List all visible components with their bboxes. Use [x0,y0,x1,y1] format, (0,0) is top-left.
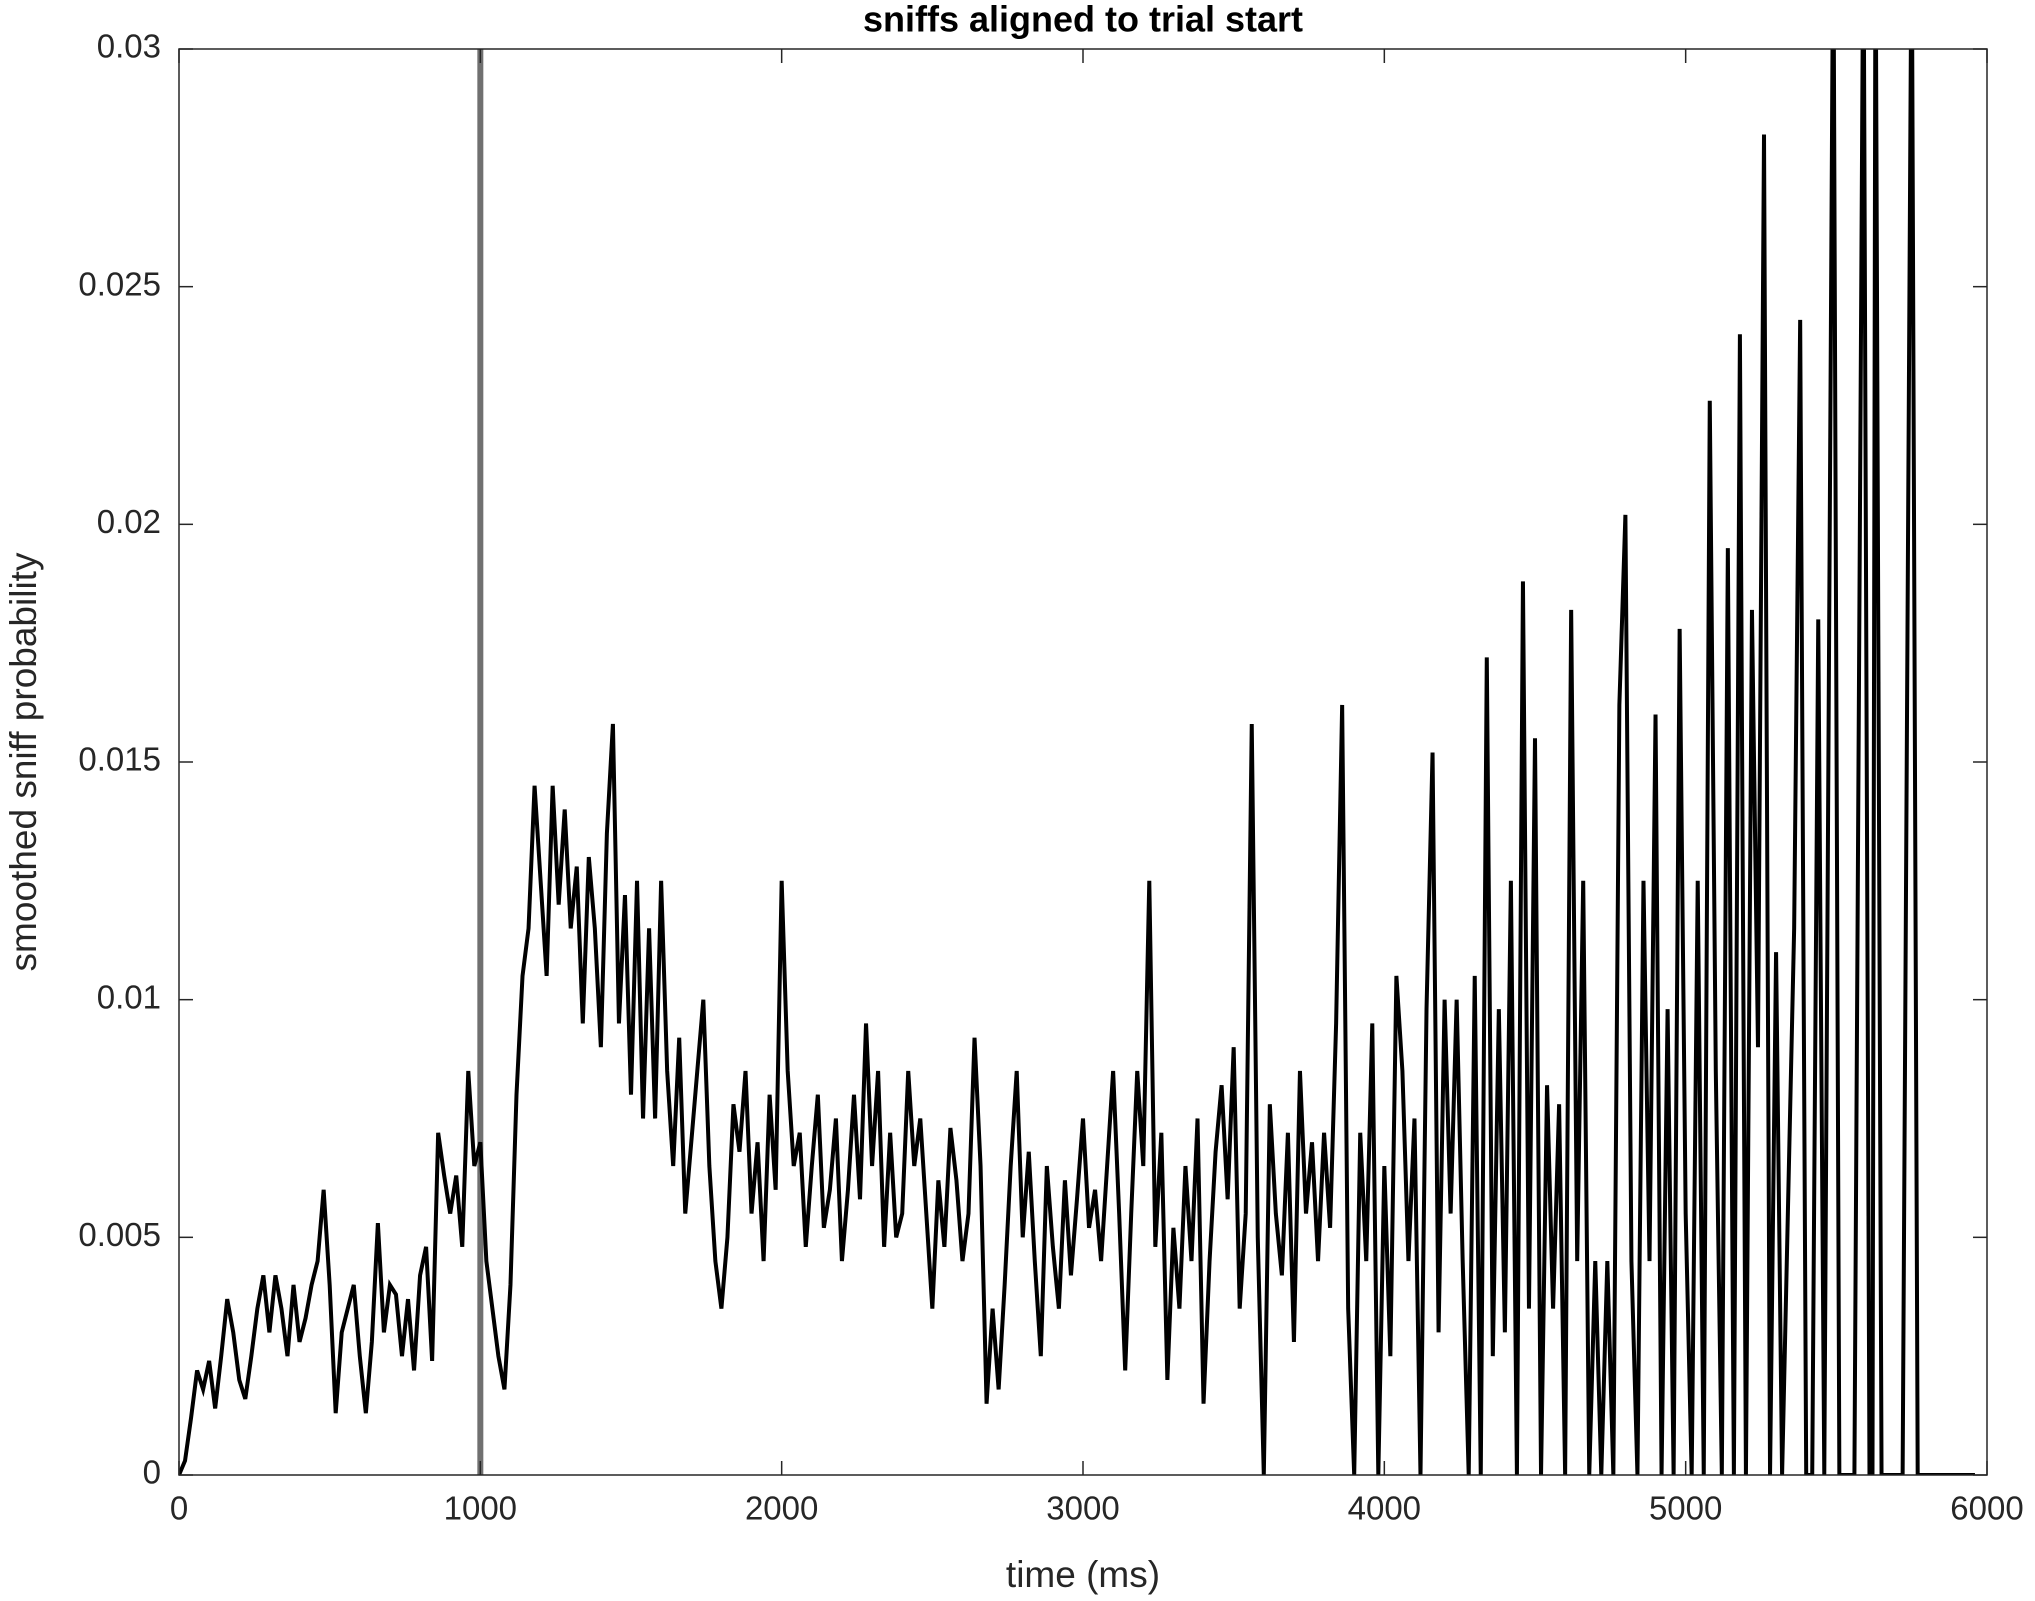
y-tick-label: 0.02 [97,503,161,540]
x-tick-label: 4000 [1348,1490,1421,1527]
y-tick-label: 0.015 [78,741,161,778]
x-tick-label: 0 [170,1490,188,1527]
y-tick-label: 0 [143,1454,161,1491]
x-tick-label: 6000 [1950,1490,2023,1527]
data-line [179,49,1975,1475]
chart-title: sniffs aligned to trial start [863,0,1303,40]
y-axis-label: smoothed sniff probability [3,552,44,971]
y-tick-label: 0.025 [78,265,161,302]
x-tick-label: 3000 [1046,1490,1119,1527]
plot-area [179,49,1975,1475]
x-tick-label: 5000 [1649,1490,1722,1527]
x-tick-label: 1000 [444,1490,517,1527]
y-tick-label: 0.03 [97,28,161,65]
y-tick-label: 0.01 [97,978,161,1015]
axes-box [178,48,1988,1476]
x-tick-label: 2000 [745,1490,818,1527]
x-axis-label: time (ms) [1006,1554,1160,1595]
y-tick-label: 0.005 [78,1216,161,1253]
